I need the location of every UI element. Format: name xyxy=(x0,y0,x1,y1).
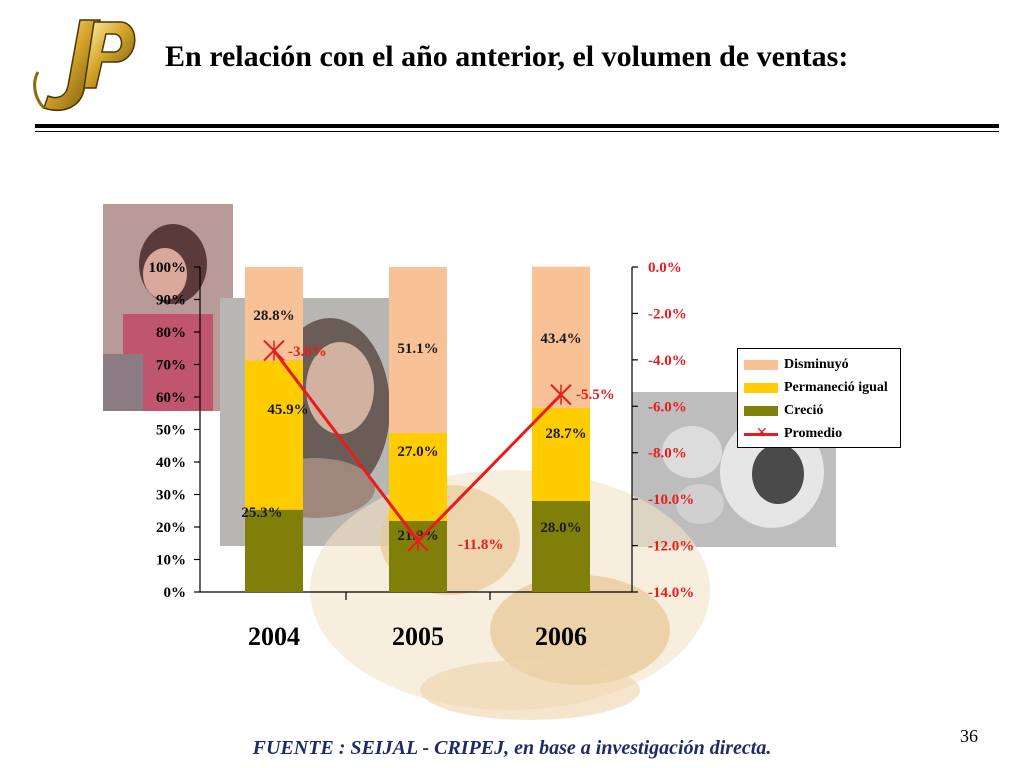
left-tick-label: 20% xyxy=(156,520,186,536)
logo xyxy=(33,19,136,111)
left-tick-label: 70% xyxy=(156,358,186,374)
promedio-value-label: -5.5% xyxy=(576,387,615,403)
source-note: FUENTE : SEIJAL - CRIPEJ, en base a inve… xyxy=(252,737,772,759)
legend-swatch-permanecio xyxy=(744,382,778,393)
right-tick-label: -8.0% xyxy=(648,446,687,462)
bar-disminuyo-2006 xyxy=(532,266,590,408)
bar-value-label: 43.4% xyxy=(540,331,581,347)
right-tick-label: 0.0% xyxy=(648,260,682,276)
legend-item-promedio: ✕ Promedio xyxy=(744,422,894,445)
left-tick-label: 50% xyxy=(156,423,186,439)
page-title: En relación con el año anterior, el volu… xyxy=(165,40,849,73)
legend-swatch-promedio: ✕ xyxy=(744,426,778,440)
page-number: 36 xyxy=(960,726,978,746)
left-tick-label: 10% xyxy=(156,553,186,569)
legend-item-crecio: Creció xyxy=(744,399,894,422)
bar-permanecio-2006 xyxy=(532,407,590,501)
left-tick-label: 90% xyxy=(156,293,186,309)
legend-item-disminuyo: Disminuyó xyxy=(744,353,894,376)
title-rule-thick xyxy=(35,124,999,128)
legend-swatch-crecio xyxy=(744,405,778,416)
bar-value-label: 28.0% xyxy=(540,520,581,536)
x-category-label: 2004 xyxy=(248,622,300,651)
right-tick-label: -6.0% xyxy=(648,399,687,415)
legend-label: Disminuyó xyxy=(784,356,849,372)
promedio-marker xyxy=(263,339,285,362)
left-axis: 0% 10% 20% 30% 40% 50% 60% 70% 80% 90% 100% xyxy=(149,260,632,601)
chart-legend: Disminuyó Permaneció igual Creció ✕ Prom… xyxy=(737,348,901,448)
legend-item-permanecio: Permaneció igual xyxy=(744,376,894,399)
bar-value-label: 28.8% xyxy=(253,308,294,324)
promedio-line: -3.6% -11.8% -5.5% xyxy=(263,339,615,553)
bar-disminuyo-2005 xyxy=(389,267,447,434)
x-category-label: 2005 xyxy=(392,622,444,651)
left-tick-label: 100% xyxy=(149,260,187,276)
legend-swatch-disminuyo xyxy=(744,359,778,370)
left-tick-label: 60% xyxy=(156,390,186,406)
right-tick-label: -2.0% xyxy=(648,306,687,322)
right-tick-label: -14.0% xyxy=(648,585,694,601)
right-axis: 0.0% -2.0% -4.0% -6.0% -8.0% -10.0% -12.0% -14.… xyxy=(631,260,694,601)
promedio-marker xyxy=(550,383,572,406)
title-rule-thin xyxy=(35,131,999,132)
promedio-value-label: -3.6% xyxy=(288,344,327,360)
right-tick-label: -12.0% xyxy=(648,539,694,555)
promedio-value-label: -11.8% xyxy=(458,537,503,553)
bar-crecio-2006 xyxy=(532,501,590,592)
bar-value-label: 25.3% xyxy=(241,505,282,521)
bar-permanecio-2005 xyxy=(389,433,447,521)
bars xyxy=(245,266,590,592)
left-tick-label: 0% xyxy=(164,585,187,601)
left-tick-label: 30% xyxy=(156,488,186,504)
right-tick-label: -10.0% xyxy=(648,492,694,508)
promedio-marker xyxy=(407,530,429,552)
x-category-label: 2006 xyxy=(535,622,587,651)
background-photo-woman xyxy=(103,204,233,411)
x-axis-labels: 2004 2005 2006 xyxy=(248,622,587,651)
left-tick-label: 80% xyxy=(156,325,186,341)
bar-value-label: 45.9% xyxy=(267,402,308,418)
bar-value-label: 28.7% xyxy=(545,426,586,442)
bar-value-label: 51.1% xyxy=(397,341,438,357)
right-tick-label: -4.0% xyxy=(648,353,687,369)
bar-crecio-2004 xyxy=(245,509,303,592)
bar-value-label: 27.0% xyxy=(397,444,438,460)
left-tick-label: 40% xyxy=(156,455,186,471)
legend-label: Creció xyxy=(784,402,824,418)
legend-label: Permaneció igual xyxy=(784,379,888,395)
bar-permanecio-2004 xyxy=(245,360,303,510)
legend-label: Promedio xyxy=(784,425,843,441)
